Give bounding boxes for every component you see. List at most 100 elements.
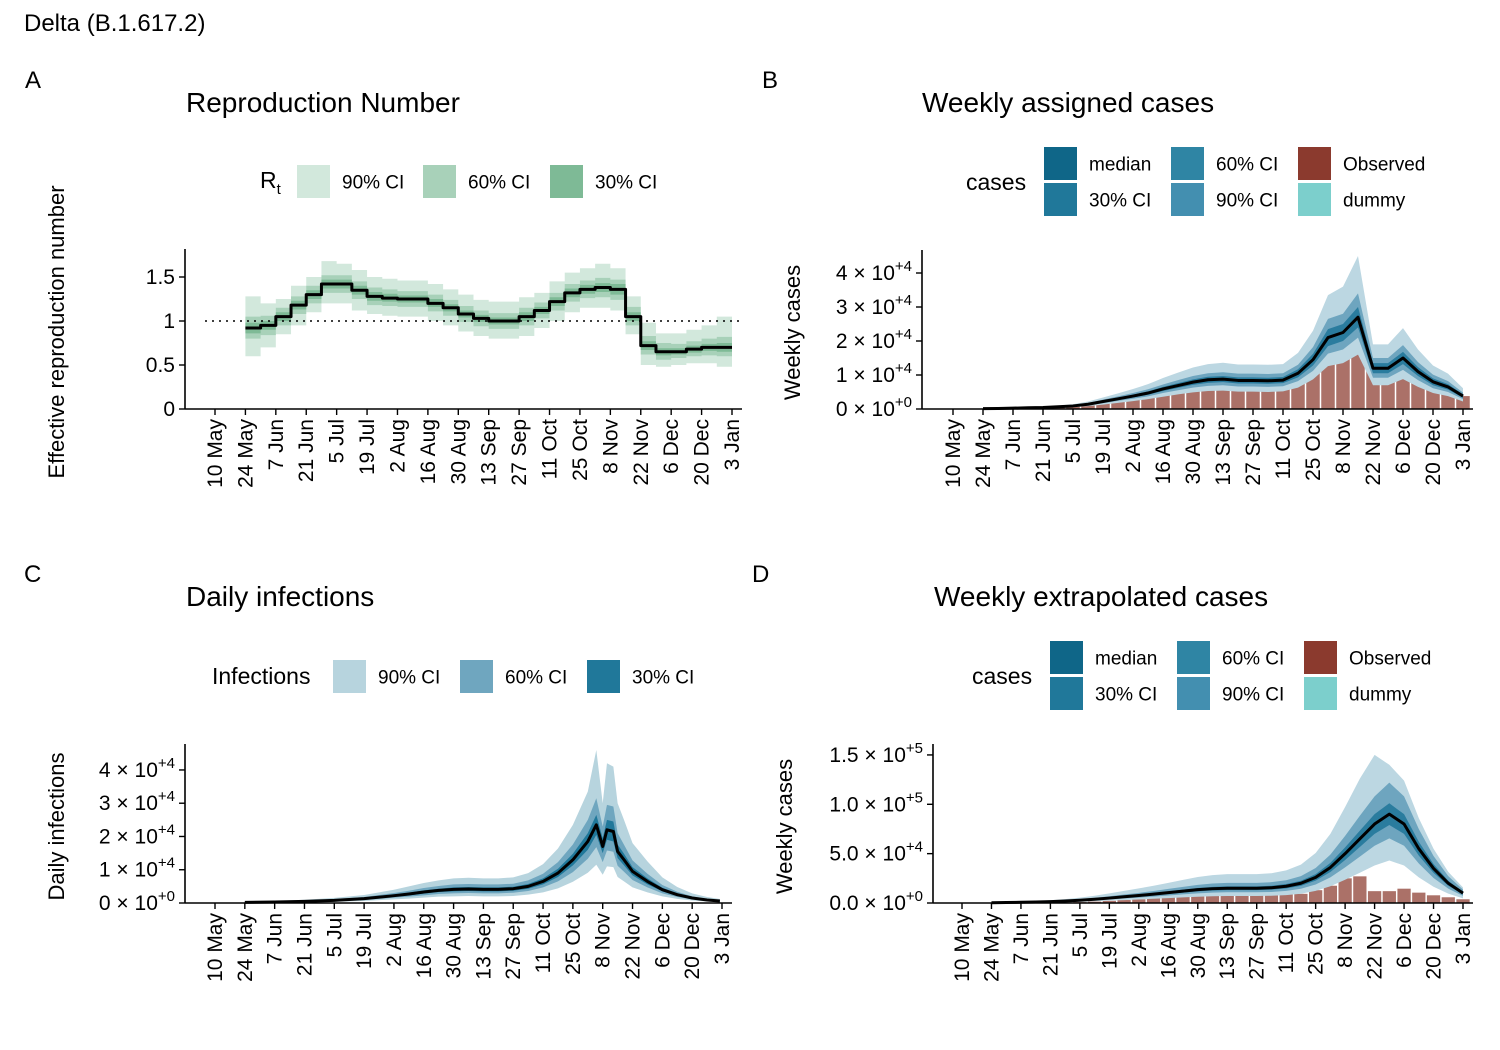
- x-tick-label: 20 Dec: [681, 913, 704, 980]
- legend-label: 60% CI: [1222, 649, 1284, 670]
- x-tick-label: 7 Jun: [1002, 419, 1025, 470]
- y-tick-label: 5.0 × 10+4: [829, 839, 923, 866]
- observed-bar: [1176, 896, 1190, 903]
- y-tick-label: 1.5: [146, 266, 175, 289]
- observed-bar: [1111, 398, 1125, 409]
- x-tick-label: 24 May: [234, 419, 257, 488]
- x-tick-label: 21 Jun: [1032, 419, 1055, 482]
- median-line: [982, 315, 1464, 411]
- x-tick-label: 11 Oct: [532, 913, 555, 973]
- panel-a-reproduction-number: Reproduction Number Effective reproductio…: [44, 87, 744, 488]
- legend-label: 30% CI: [632, 668, 694, 689]
- x-tick-label: 24 May: [972, 419, 995, 488]
- x-tick-label: 16 Aug: [413, 913, 436, 978]
- panel-label-a: A: [25, 67, 41, 94]
- legend-key: [1304, 677, 1337, 710]
- x-tick-label: 19 Jul: [356, 419, 379, 475]
- y-tick-label: 3 × 10+4: [836, 292, 912, 319]
- x-tick-label: 22 Nov: [622, 913, 645, 980]
- median-line: [245, 282, 732, 354]
- x-tick-label: 7 Jun: [265, 419, 288, 470]
- x-tick-label: 30 Aug: [443, 913, 466, 978]
- ci60-band: [983, 293, 1463, 409]
- observed-bar: [1235, 894, 1249, 903]
- y-tick-label: 0 × 10+0: [99, 888, 175, 915]
- legend-key: [1050, 677, 1083, 710]
- legend-title: Infections: [212, 663, 310, 689]
- y-tick-label: 1 × 10+4: [99, 855, 175, 882]
- observed-bar: [1279, 894, 1293, 903]
- x-tick-label: 19 Jul: [1092, 419, 1115, 475]
- x-tick-label: 5 Jul: [1062, 419, 1085, 463]
- observed-bar: [1353, 876, 1367, 903]
- x-tick-label: 8 Nov: [599, 419, 622, 474]
- legend-label: 90% CI: [378, 668, 440, 689]
- x-tick-label: 20 Dec: [691, 419, 714, 486]
- legend-label: 60% CI: [468, 173, 530, 194]
- legend-label: dummy: [1349, 685, 1412, 706]
- x-tick-label: 3 Jan: [1452, 419, 1475, 470]
- observed-bar: [1338, 878, 1352, 903]
- legend-label: 90% CI: [1216, 191, 1278, 212]
- legend-title: Rt: [260, 167, 282, 198]
- x-tick-label: 16 Aug: [1157, 913, 1180, 978]
- x-tick-label: 25 Oct: [1302, 419, 1325, 481]
- legend-label: Observed: [1349, 649, 1431, 670]
- y-axis-label: Weekly cases: [772, 759, 797, 894]
- legend-label: median: [1095, 649, 1157, 670]
- legend-key: [1298, 183, 1331, 216]
- median-line: [991, 812, 1464, 905]
- x-tick-label: 2 Aug: [386, 419, 409, 473]
- x-tick-label: 30 Aug: [1187, 913, 1210, 978]
- y-tick-label: 3 × 10+4: [99, 788, 175, 815]
- observed-bar: [1441, 897, 1455, 903]
- observed-bar: [1146, 898, 1161, 903]
- panel-label-b: B: [762, 67, 778, 94]
- legend-key: [460, 660, 493, 693]
- y-tick-label: 2 × 10+4: [836, 326, 912, 353]
- legend-key: [1044, 147, 1077, 180]
- legend-title: cases: [966, 169, 1026, 195]
- legend-label: Observed: [1343, 155, 1425, 176]
- observed-bar: [1397, 888, 1411, 903]
- x-tick-label: 10 May: [942, 419, 965, 488]
- chart-title: Daily infections: [186, 581, 374, 612]
- legend-key: [1171, 147, 1204, 180]
- x-tick-label: 19 Jul: [1098, 913, 1121, 969]
- x-tick-label: 21 Jun: [295, 419, 318, 482]
- y-tick-label: 1 × 10+4: [836, 360, 912, 387]
- panel-label-d: D: [752, 561, 769, 588]
- y-axis-label: Weekly cases: [780, 265, 805, 400]
- x-tick-label: 22 Nov: [1364, 913, 1387, 980]
- x-tick-label: 27 Sep: [1246, 913, 1269, 980]
- ci90-band: [983, 256, 1463, 409]
- legend-label: 30% CI: [1089, 191, 1151, 212]
- legend-key: [1171, 183, 1204, 216]
- y-tick-label: 0 × 10+0: [836, 394, 912, 421]
- observed-bar: [1066, 405, 1080, 409]
- panel-d-weekly-extrapolated-cases: Weekly extrapolated cases Weekly cases 0.0…: [772, 581, 1475, 982]
- observed-bar: [1264, 894, 1279, 903]
- x-tick-label: 8 Nov: [1332, 419, 1355, 474]
- legend-key: [333, 660, 366, 693]
- x-tick-label: 24 May: [234, 913, 257, 982]
- observed-bar: [1323, 885, 1338, 903]
- legend-label: 60% CI: [1216, 155, 1278, 176]
- x-tick-label: 3 Jan: [721, 419, 744, 470]
- observed-bar: [1382, 891, 1396, 903]
- y-tick-label: 4 × 10+4: [99, 755, 175, 782]
- x-tick-label: 2 Aug: [383, 913, 406, 967]
- x-tick-label: 6 Dec: [1393, 913, 1416, 968]
- x-tick-label: 11 Oct: [1272, 419, 1295, 479]
- x-tick-label: 10 May: [951, 913, 974, 982]
- y-axis-label: Effective reproduction number: [44, 185, 69, 478]
- legend-key: [297, 165, 330, 198]
- y-tick-label: 0.5: [146, 354, 175, 377]
- x-tick-label: 25 Oct: [1305, 913, 1328, 975]
- x-tick-label: 6 Dec: [660, 419, 683, 474]
- legend-key: [1177, 641, 1210, 674]
- y-tick-label: 2 × 10+4: [99, 821, 175, 848]
- x-tick-label: 6 Dec: [1392, 419, 1415, 474]
- legend-key: [587, 660, 620, 693]
